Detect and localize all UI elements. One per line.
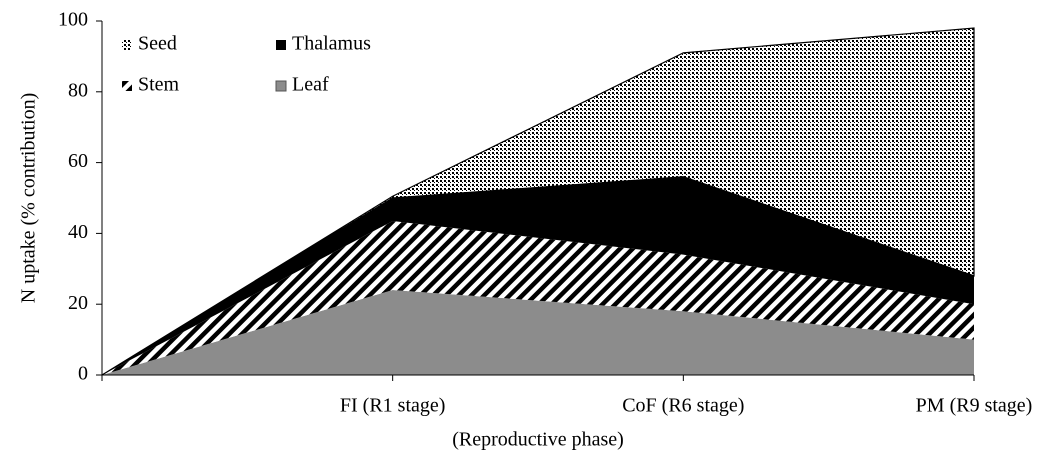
area [102, 221, 974, 375]
y-tick-label: 40 [68, 221, 88, 243]
legend-label: Thalamus [292, 33, 371, 55]
y-tick-label: 60 [68, 150, 88, 172]
legend-label: Leaf [292, 74, 329, 96]
legend-label: Stem [138, 74, 180, 96]
legend-swatch [276, 40, 286, 50]
y-tick-label: 0 [78, 363, 88, 385]
legend-swatch [122, 40, 132, 50]
y-tick-label: 80 [68, 79, 88, 101]
legend-label: Seed [138, 33, 177, 55]
y-tick-label: 20 [68, 292, 88, 314]
legend-swatch [122, 81, 132, 91]
area [102, 176, 974, 375]
y-axis-title: N uptake (% contribution) [18, 93, 40, 304]
y-tick-label: 100 [58, 9, 88, 31]
x-tick-label: PM (R9 stage) [916, 395, 1033, 417]
area [102, 290, 974, 375]
legend-swatch [275, 80, 287, 92]
x-tick-label: FI (R1 stage) [340, 395, 446, 417]
area [101, 27, 975, 376]
x-axis-title: (Reproductive phase) [452, 429, 624, 451]
x-tick-label: CoF (R6 stage) [622, 395, 744, 417]
